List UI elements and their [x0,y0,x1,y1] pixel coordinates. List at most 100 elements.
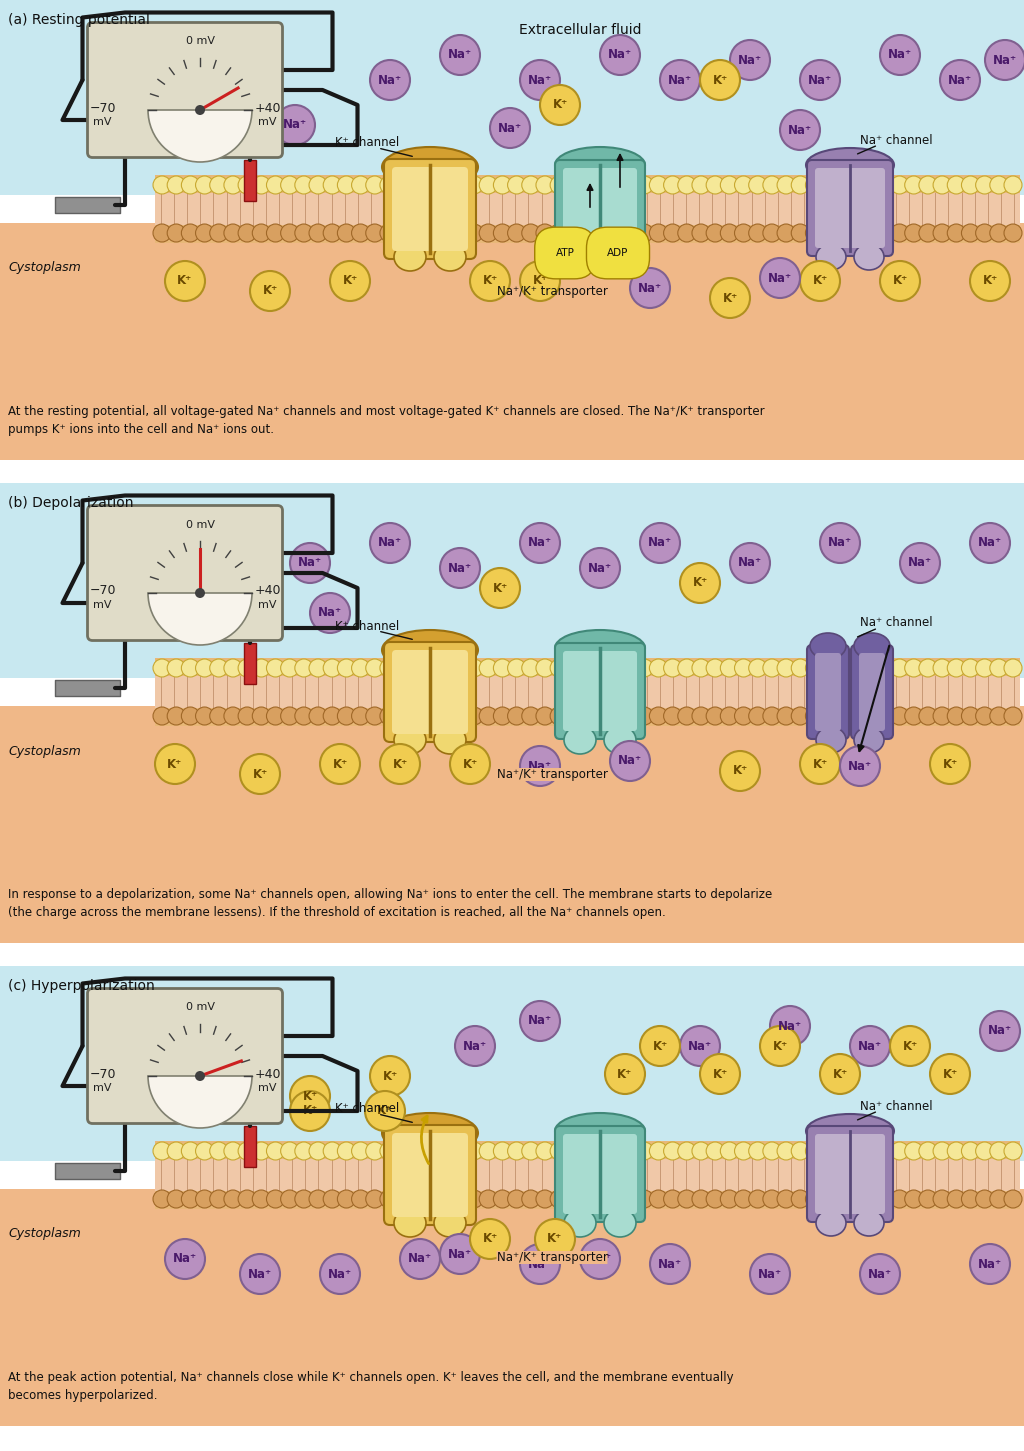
Circle shape [792,223,809,242]
Circle shape [621,223,639,242]
Circle shape [324,176,341,194]
Circle shape [579,223,597,242]
Circle shape [749,176,767,194]
Text: Cystoplasm: Cystoplasm [8,744,81,757]
Text: K⁺: K⁺ [552,99,567,112]
Circle shape [919,1142,937,1159]
Circle shape [763,1142,781,1159]
Circle shape [536,223,554,242]
Circle shape [522,1190,540,1209]
Circle shape [940,59,980,100]
Bar [55,197,120,213]
Circle shape [494,223,511,242]
Circle shape [351,176,370,194]
Text: 0 mV: 0 mV [185,36,214,46]
Circle shape [479,223,498,242]
FancyBboxPatch shape [392,650,468,734]
Circle shape [630,268,670,308]
Circle shape [309,659,327,678]
Circle shape [295,223,313,242]
Circle shape [806,659,823,678]
Circle shape [337,707,355,726]
Text: K⁺ channel: K⁺ channel [335,1103,399,1116]
Ellipse shape [382,1113,478,1154]
Circle shape [806,223,823,242]
Circle shape [380,1142,398,1159]
Text: Na⁺: Na⁺ [328,1268,352,1280]
Circle shape [351,659,370,678]
Circle shape [990,1190,1008,1209]
Text: Na⁺: Na⁺ [978,1258,1002,1271]
Circle shape [692,1190,710,1209]
Circle shape [337,176,355,194]
Circle shape [819,223,838,242]
Bar [0,483,1024,678]
Circle shape [309,1190,327,1209]
Circle shape [479,1190,498,1209]
Text: Na⁺: Na⁺ [528,537,552,550]
Text: Na⁺: Na⁺ [758,1268,782,1280]
Circle shape [649,1142,668,1159]
Circle shape [692,707,710,726]
FancyBboxPatch shape [815,1135,885,1214]
Circle shape [196,659,214,678]
Circle shape [880,35,920,75]
Circle shape [423,707,440,726]
Circle shape [720,1190,738,1209]
Circle shape [760,258,800,297]
Circle shape [195,104,205,115]
Circle shape [239,659,256,678]
Ellipse shape [555,1113,645,1149]
Circle shape [819,176,838,194]
Text: K⁺: K⁺ [302,1104,317,1117]
Circle shape [834,223,852,242]
Ellipse shape [564,726,596,755]
Circle shape [933,176,951,194]
Text: Na⁺/K⁺ transporter: Na⁺/K⁺ transporter [497,768,607,781]
Text: Na⁺: Na⁺ [848,759,872,772]
Circle shape [155,744,195,784]
Circle shape [224,176,242,194]
Circle shape [621,659,639,678]
Circle shape [905,707,923,726]
Circle shape [819,659,838,678]
Text: −70: −70 [89,585,116,598]
Ellipse shape [604,242,636,271]
Circle shape [370,59,410,100]
Circle shape [848,1142,866,1159]
Circle shape [877,176,894,194]
Circle shape [848,176,866,194]
Text: Na⁺: Na⁺ [858,1039,882,1052]
Circle shape [860,1254,900,1294]
Circle shape [210,1142,227,1159]
Circle shape [1004,223,1022,242]
Circle shape [649,176,668,194]
Text: 0 mV: 0 mV [185,519,214,530]
Text: K⁺: K⁺ [812,757,827,770]
Circle shape [579,1190,597,1209]
Text: Na⁺: Na⁺ [768,271,792,284]
Circle shape [678,176,695,194]
Circle shape [800,261,840,300]
Text: K⁺: K⁺ [482,274,498,287]
Circle shape [394,223,412,242]
Ellipse shape [564,242,596,271]
Circle shape [310,593,350,633]
Text: K⁺: K⁺ [342,274,357,287]
Circle shape [862,176,881,194]
Text: becomes hyperpolarized.: becomes hyperpolarized. [8,1389,158,1402]
Text: Na⁺: Na⁺ [688,1039,712,1052]
Bar [0,0,1024,194]
Circle shape [678,223,695,242]
Ellipse shape [564,1209,596,1238]
Circle shape [520,522,560,563]
Text: Na⁺: Na⁺ [378,74,402,87]
Circle shape [834,1190,852,1209]
Text: (the charge across the membrane lessens). If the threshold of excitation is reac: (the charge across the membrane lessens)… [8,905,666,918]
Text: ATP: ATP [556,248,574,258]
Circle shape [520,261,560,300]
Circle shape [970,1244,1010,1284]
Circle shape [494,707,511,726]
Text: (a) Resting potential: (a) Resting potential [8,13,150,28]
Circle shape [536,707,554,726]
